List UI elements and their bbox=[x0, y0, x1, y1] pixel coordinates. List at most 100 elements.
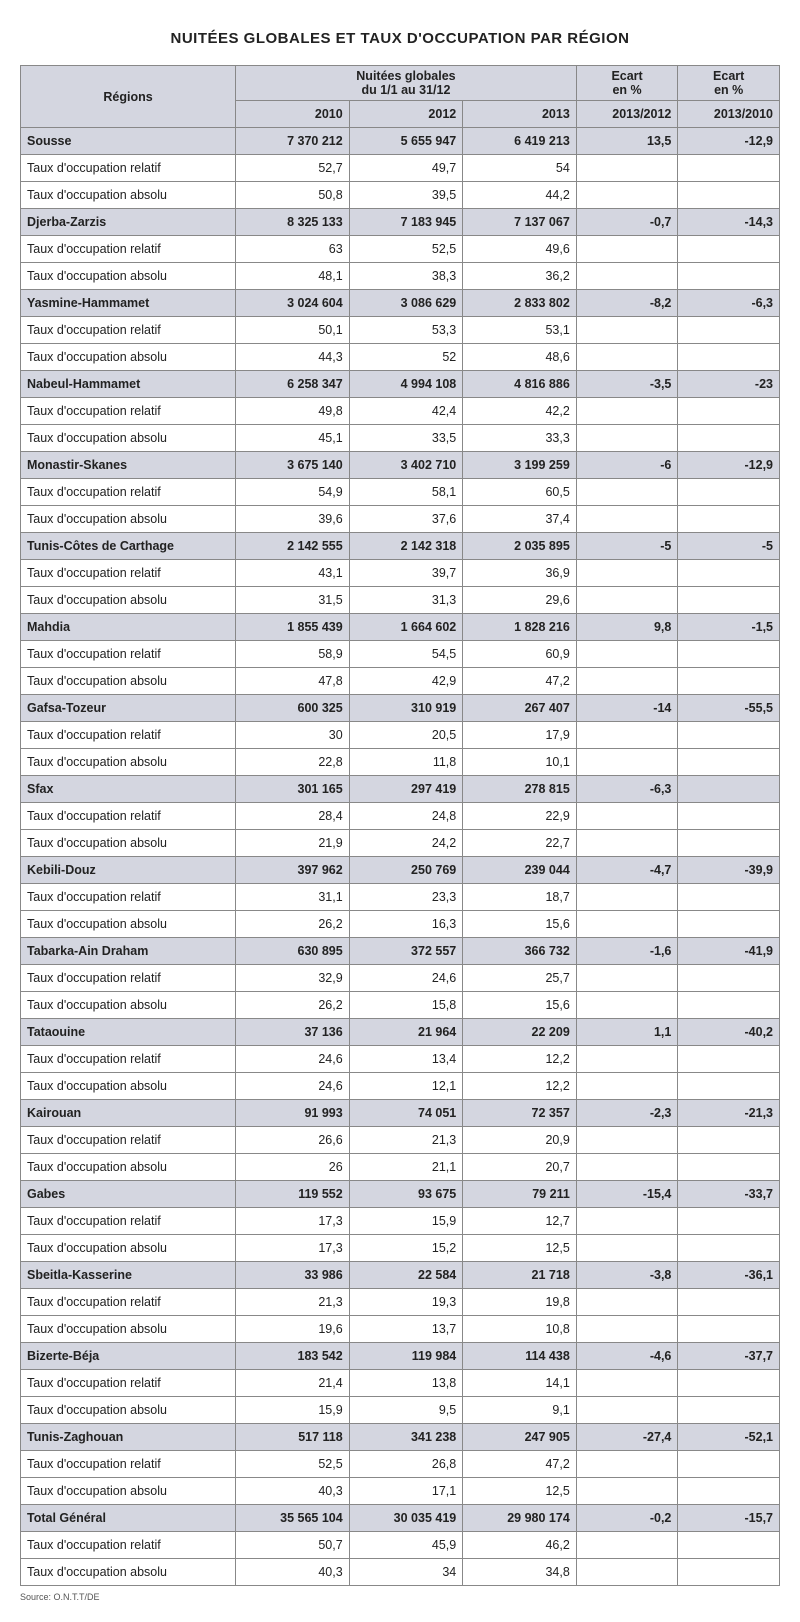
cell-gap1 bbox=[576, 1370, 678, 1397]
cell-2012: 33,5 bbox=[349, 425, 463, 452]
cell-2012: 24,8 bbox=[349, 803, 463, 830]
cell-2012: 21 964 bbox=[349, 1019, 463, 1046]
table-row-region: Nabeul-Hammamet6 258 3474 994 1084 816 8… bbox=[21, 371, 780, 398]
label-absolu: Taux d'occupation absolu bbox=[21, 1559, 236, 1586]
cell-2010: 63 bbox=[236, 236, 350, 263]
region-name: Sbeitla-Kasserine bbox=[21, 1262, 236, 1289]
label-relatif: Taux d'occupation relatif bbox=[21, 155, 236, 182]
cell-2012: 4 994 108 bbox=[349, 371, 463, 398]
table-row-region: Yasmine-Hammamet3 024 6043 086 6292 833 … bbox=[21, 290, 780, 317]
cell-2010: 44,3 bbox=[236, 344, 350, 371]
table-row-region: Mahdia1 855 4391 664 6021 828 2169,8-1,5 bbox=[21, 614, 780, 641]
cell-gap1 bbox=[576, 425, 678, 452]
cell-2012: 11,8 bbox=[349, 749, 463, 776]
region-name: Tunis-Zaghouan bbox=[21, 1424, 236, 1451]
table-row-absolu: Taux d'occupation absolu19,613,710,8 bbox=[21, 1316, 780, 1343]
cell-gap1 bbox=[576, 722, 678, 749]
cell-2013: 60,5 bbox=[463, 479, 577, 506]
cell-2013: 42,2 bbox=[463, 398, 577, 425]
cell-2010: 397 962 bbox=[236, 857, 350, 884]
cell-2010: 37 136 bbox=[236, 1019, 350, 1046]
cell-gap2 bbox=[678, 668, 780, 695]
cell-2013: 18,7 bbox=[463, 884, 577, 911]
cell-gap2 bbox=[678, 344, 780, 371]
cell-2013: 10,1 bbox=[463, 749, 577, 776]
cell-2013: 36,2 bbox=[463, 263, 577, 290]
cell-2012: 5 655 947 bbox=[349, 128, 463, 155]
cell-gap2: -12,9 bbox=[678, 452, 780, 479]
cell-2010: 21,9 bbox=[236, 830, 350, 857]
region-name: Bizerte-Béja bbox=[21, 1343, 236, 1370]
cell-2010: 15,9 bbox=[236, 1397, 350, 1424]
cell-2010: 31,1 bbox=[236, 884, 350, 911]
region-name: Yasmine-Hammamet bbox=[21, 290, 236, 317]
cell-gap1 bbox=[576, 1073, 678, 1100]
cell-2012: 16,3 bbox=[349, 911, 463, 938]
cell-2013: 37,4 bbox=[463, 506, 577, 533]
cell-2010: 3 675 140 bbox=[236, 452, 350, 479]
cell-gap2 bbox=[678, 506, 780, 533]
cell-gap2: -21,3 bbox=[678, 1100, 780, 1127]
cell-2013: 366 732 bbox=[463, 938, 577, 965]
region-name: Kebili-Douz bbox=[21, 857, 236, 884]
cell-2010: 600 325 bbox=[236, 695, 350, 722]
label-absolu: Taux d'occupation absolu bbox=[21, 506, 236, 533]
cell-2010: 24,6 bbox=[236, 1046, 350, 1073]
cell-2013: 2 833 802 bbox=[463, 290, 577, 317]
cell-2010: 26,2 bbox=[236, 911, 350, 938]
cell-gap1: -14 bbox=[576, 695, 678, 722]
cell-2013: 29,6 bbox=[463, 587, 577, 614]
cell-gap1 bbox=[576, 1451, 678, 1478]
cell-2012: 24,6 bbox=[349, 965, 463, 992]
cell-2012: 9,5 bbox=[349, 1397, 463, 1424]
cell-2012: 34 bbox=[349, 1559, 463, 1586]
cell-2012: 37,6 bbox=[349, 506, 463, 533]
cell-2012: 21,1 bbox=[349, 1154, 463, 1181]
table-row-region: Kairouan91 99374 05172 357-2,3-21,3 bbox=[21, 1100, 780, 1127]
cell-2013: 48,6 bbox=[463, 344, 577, 371]
cell-gap1 bbox=[576, 344, 678, 371]
label-relatif: Taux d'occupation relatif bbox=[21, 1046, 236, 1073]
cell-2013: 20,7 bbox=[463, 1154, 577, 1181]
table-row-absolu: Taux d'occupation absolu21,924,222,7 bbox=[21, 830, 780, 857]
label-relatif: Taux d'occupation relatif bbox=[21, 1208, 236, 1235]
label-relatif: Taux d'occupation relatif bbox=[21, 1127, 236, 1154]
region-name: Tabarka-Ain Draham bbox=[21, 938, 236, 965]
table-row-relatif: Taux d'occupation relatif54,958,160,5 bbox=[21, 479, 780, 506]
cell-gap2: -15,7 bbox=[678, 1505, 780, 1532]
cell-gap1: -5 bbox=[576, 533, 678, 560]
cell-2013: 79 211 bbox=[463, 1181, 577, 1208]
label-absolu: Taux d'occupation absolu bbox=[21, 1154, 236, 1181]
cell-gap1: 1,1 bbox=[576, 1019, 678, 1046]
cell-2010: 28,4 bbox=[236, 803, 350, 830]
cell-2012: 52,5 bbox=[349, 236, 463, 263]
cell-2013: 33,3 bbox=[463, 425, 577, 452]
cell-gap2: -41,9 bbox=[678, 938, 780, 965]
table-row-region: Sfax301 165297 419278 815-6,3 bbox=[21, 776, 780, 803]
cell-2013: 60,9 bbox=[463, 641, 577, 668]
cell-2013: 20,9 bbox=[463, 1127, 577, 1154]
table-row-region: Tataouine37 13621 96422 2091,1-40,2 bbox=[21, 1019, 780, 1046]
cell-gap2: -37,7 bbox=[678, 1343, 780, 1370]
cell-gap1 bbox=[576, 1289, 678, 1316]
table-row-relatif: Taux d'occupation relatif50,153,353,1 bbox=[21, 317, 780, 344]
cell-2012: 54,5 bbox=[349, 641, 463, 668]
cell-2013: 53,1 bbox=[463, 317, 577, 344]
cell-gap2 bbox=[678, 749, 780, 776]
col-2010: 2010 bbox=[236, 101, 350, 128]
cell-2013: 36,9 bbox=[463, 560, 577, 587]
col-gap2: 2013/2010 bbox=[678, 101, 780, 128]
table-row-relatif: Taux d'occupation relatif52,749,754 bbox=[21, 155, 780, 182]
cell-2013: 12,2 bbox=[463, 1046, 577, 1073]
cell-2010: 1 855 439 bbox=[236, 614, 350, 641]
label-relatif: Taux d'occupation relatif bbox=[21, 803, 236, 830]
cell-gap1 bbox=[576, 992, 678, 1019]
cell-2013: 247 905 bbox=[463, 1424, 577, 1451]
cell-2010: 45,1 bbox=[236, 425, 350, 452]
label-absolu: Taux d'occupation absolu bbox=[21, 749, 236, 776]
table-row-relatif: Taux d'occupation relatif3020,517,9 bbox=[21, 722, 780, 749]
cell-2012: 2 142 318 bbox=[349, 533, 463, 560]
cell-2013: 15,6 bbox=[463, 911, 577, 938]
cell-2013: 267 407 bbox=[463, 695, 577, 722]
table-row-relatif: Taux d'occupation relatif21,413,814,1 bbox=[21, 1370, 780, 1397]
